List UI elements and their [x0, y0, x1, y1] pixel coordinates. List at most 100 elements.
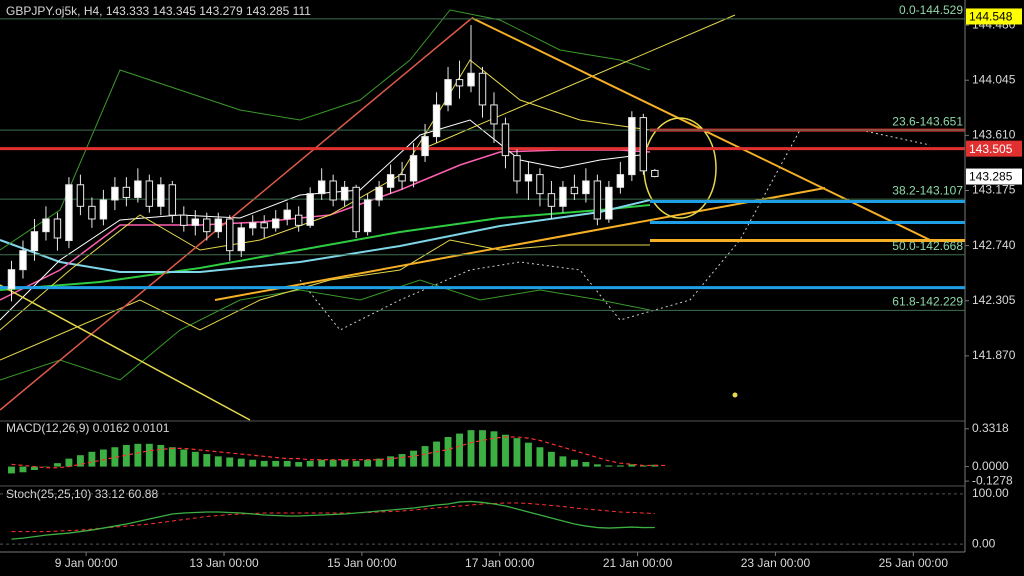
ichimoku-cloud — [299, 129, 931, 331]
bollinger-band — [0, 9, 651, 251]
candle-body — [651, 169, 659, 178]
macd-bar — [8, 466, 15, 474]
macd-bar — [191, 451, 199, 467]
price-tag — [966, 168, 1022, 185]
macd-bar — [122, 444, 130, 467]
candle-body — [19, 250, 27, 271]
macd-bar — [513, 438, 521, 467]
candle-body — [168, 184, 177, 216]
stoch-header: Stoch(25,25,10) 33.12 60.88 — [6, 487, 158, 501]
macd-bar — [283, 460, 291, 467]
x-tick-label: 21 Jan 00:00 — [603, 556, 673, 570]
macd-bar — [237, 458, 245, 467]
candle-body — [513, 155, 521, 182]
macd-bar — [398, 454, 406, 467]
candle-body — [547, 193, 556, 207]
trend-line — [214, 187, 826, 301]
y-tick-label: 143.610 — [972, 128, 1016, 142]
macd-bar — [134, 443, 142, 467]
macd-bar — [111, 447, 119, 467]
y-tick-label: 141.870 — [972, 348, 1016, 362]
candle-body — [134, 180, 142, 198]
candle-body — [65, 184, 73, 242]
candle-body — [317, 180, 326, 195]
macd-bar — [318, 459, 326, 467]
candle-body — [432, 104, 441, 138]
price-tag-label: 143.505 — [969, 142, 1013, 156]
fib-label: 0.0-144.529 — [899, 3, 963, 17]
macd-bar — [479, 430, 486, 467]
candle-body — [122, 186, 131, 198]
macd-bar — [559, 456, 567, 467]
macd-bar — [260, 460, 268, 467]
macd-bar — [272, 460, 280, 467]
moving-average — [0, 199, 651, 273]
macd-bar — [226, 457, 234, 467]
y-tick-label: 144.045 — [972, 72, 1016, 86]
candle-body — [536, 174, 544, 195]
macd-bar — [582, 462, 590, 467]
candle-body — [226, 218, 234, 252]
macd-bar — [31, 466, 38, 471]
x-tick-label: 15 Jan 00:00 — [327, 556, 397, 570]
y-tick-label: 100.00 — [972, 486, 1009, 500]
macd-bar — [467, 430, 475, 467]
candle-body — [352, 186, 360, 233]
y-tick-label: 0.00 — [972, 536, 996, 550]
candle-body — [455, 79, 464, 87]
price-tag — [966, 140, 1022, 157]
macd-bar — [525, 442, 532, 467]
macd-bar — [444, 436, 452, 467]
candle-body — [421, 136, 429, 157]
candle-body — [157, 184, 165, 207]
macd-bar — [42, 466, 50, 468]
candle-body — [99, 199, 108, 220]
fib-label: 61.8-142.229 — [892, 295, 963, 309]
macd-bar — [352, 460, 360, 467]
macd-bar — [99, 449, 107, 467]
candle-body — [145, 180, 154, 207]
candle-body — [180, 214, 188, 226]
macd-bar — [536, 447, 544, 467]
macd-bar — [341, 459, 349, 467]
y-tick-label: 0.3318 — [972, 421, 1009, 435]
y-tick-label: -0.1278 — [972, 473, 1013, 487]
candle-body — [409, 155, 418, 182]
macd-bar — [605, 465, 613, 467]
macd-bar — [65, 458, 73, 467]
macd-bar — [249, 459, 257, 467]
candle-body — [363, 199, 372, 233]
macd-bar — [76, 455, 84, 467]
candle-body — [249, 222, 257, 229]
x-tick-label: 23 Jan 00:00 — [741, 556, 811, 570]
macd-bar — [214, 456, 222, 467]
macd-bar — [387, 456, 395, 467]
fib-label: 50.0-142.668 — [892, 239, 963, 253]
candle-body — [375, 186, 383, 201]
macd-bar — [410, 450, 418, 467]
candle-body — [570, 186, 579, 195]
macd-bar — [180, 449, 188, 467]
candle-body — [639, 117, 648, 172]
candle-body — [214, 218, 222, 233]
candle-body — [628, 117, 636, 176]
candle-body — [111, 186, 119, 201]
candle-body — [386, 174, 395, 188]
x-tick-label: 13 Jan 00:00 — [189, 556, 259, 570]
macd-bar — [421, 446, 429, 467]
macd-bar — [295, 462, 303, 467]
fib-label: 38.2-143.107 — [892, 183, 963, 197]
macd-bar — [19, 466, 27, 473]
price-tag — [966, 8, 1022, 25]
x-tick-label: 25 Jan 00:00 — [879, 556, 949, 570]
macd-bar — [456, 433, 463, 467]
candle-body — [191, 218, 200, 226]
moving-average — [0, 119, 641, 321]
macd-bar — [570, 459, 578, 467]
macd-bar — [145, 443, 153, 467]
candle-body — [398, 174, 406, 182]
x-tick-label: 9 Jan 00:00 — [55, 556, 118, 570]
candle-body — [283, 209, 291, 220]
macd-bar — [53, 463, 61, 467]
